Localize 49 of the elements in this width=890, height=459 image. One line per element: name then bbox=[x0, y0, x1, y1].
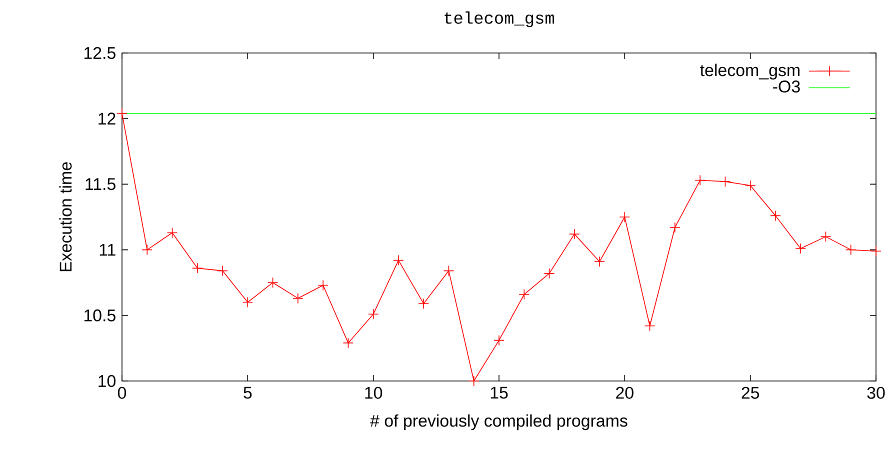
point bbox=[142, 244, 153, 256]
point bbox=[694, 174, 706, 186]
point bbox=[594, 256, 605, 268]
point bbox=[443, 265, 454, 276]
x-tick-label: 0 bbox=[118, 386, 126, 399]
point bbox=[393, 254, 404, 266]
point bbox=[242, 296, 254, 308]
point bbox=[418, 298, 429, 309]
x-tick-label: 5 bbox=[244, 386, 252, 399]
point bbox=[670, 222, 680, 233]
point bbox=[544, 268, 555, 279]
point bbox=[494, 334, 504, 346]
point bbox=[368, 308, 379, 320]
point bbox=[744, 180, 756, 191]
point bbox=[166, 227, 178, 238]
y-tick-label: 10 bbox=[98, 375, 116, 388]
point bbox=[292, 292, 304, 304]
y-tick-label: 12.5 bbox=[84, 47, 116, 59]
point bbox=[870, 246, 882, 257]
x-tick-label: 25 bbox=[742, 386, 760, 399]
y-tick-label: 12 bbox=[98, 112, 116, 125]
point bbox=[619, 212, 630, 222]
point bbox=[217, 265, 228, 276]
point bbox=[518, 289, 530, 300]
point bbox=[342, 338, 354, 348]
y-axis-title: Execution time bbox=[59, 162, 72, 272]
y-tick-label: 11 bbox=[100, 244, 116, 256]
point bbox=[720, 176, 731, 187]
y-tick-label: 10.5 bbox=[84, 309, 116, 322]
point bbox=[820, 231, 832, 242]
x-tick-label: 10 bbox=[365, 386, 382, 399]
point bbox=[116, 108, 128, 119]
chart-title: telecom_gsm bbox=[444, 11, 554, 28]
point bbox=[192, 262, 203, 274]
x-axis-title: # of previously compiled programs bbox=[370, 414, 628, 430]
point bbox=[845, 244, 856, 256]
point bbox=[770, 210, 781, 222]
point bbox=[795, 243, 806, 254]
x-tick-label: 15 bbox=[490, 386, 508, 399]
point bbox=[569, 228, 580, 240]
point bbox=[267, 277, 278, 288]
legend-label: -O3 bbox=[773, 80, 800, 93]
point bbox=[644, 320, 656, 332]
x-tick-label: 20 bbox=[616, 386, 634, 399]
point bbox=[468, 376, 480, 386]
legend-label: telecom_gsm bbox=[700, 64, 800, 80]
point bbox=[318, 280, 328, 291]
x-tick-label: 30 bbox=[867, 386, 885, 399]
y-tick-label: 11.5 bbox=[86, 178, 116, 190]
